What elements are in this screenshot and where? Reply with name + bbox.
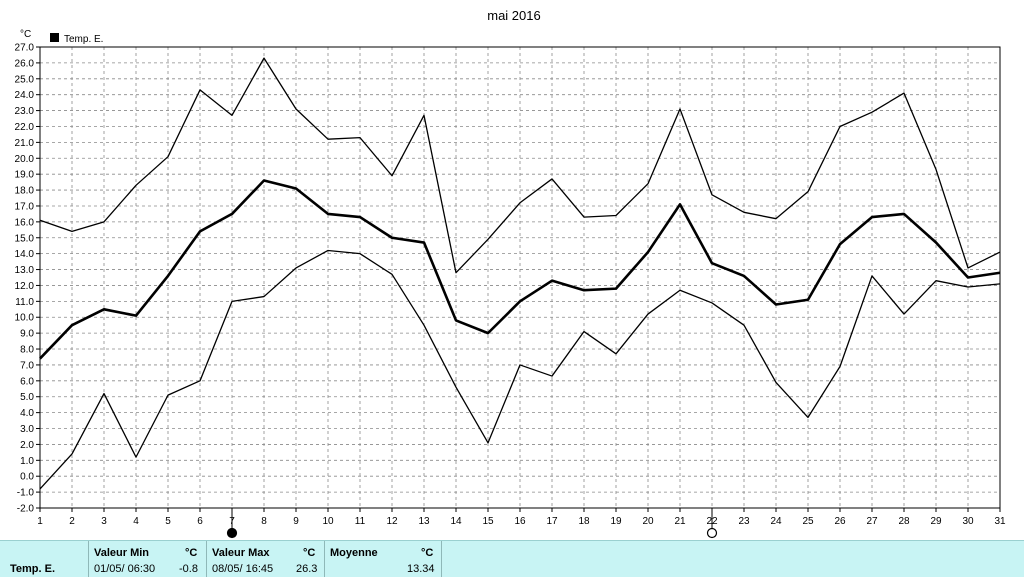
y-tick-label: 3.0 (20, 424, 34, 435)
max-value: 26.3 (296, 563, 318, 575)
x-tick-label: 19 (610, 516, 622, 527)
max-date: 08/05/ 16:45 (212, 563, 274, 575)
x-tick-label: 16 (514, 516, 526, 527)
mean-value: 13.34 (407, 563, 435, 575)
x-tick-label: 2 (69, 516, 75, 527)
min-unit: °C (185, 547, 198, 559)
x-tick-label: 21 (674, 516, 686, 527)
y-tick-label: 26.0 (15, 58, 35, 69)
y-tick-label: 0.0 (20, 472, 34, 483)
y-tick-label: 5.0 (20, 392, 34, 403)
stats-row-label: Temp. E. (10, 563, 56, 575)
y-tick-label: 18.0 (15, 186, 35, 197)
y-tick-label: 2.0 (20, 440, 34, 451)
min-header: Valeur Min (94, 547, 150, 559)
y-tick-label: 23.0 (15, 106, 35, 117)
x-tick-label: 14 (450, 516, 462, 527)
series-line-min (39, 249, 1001, 490)
y-tick-label: 13.0 (15, 265, 35, 276)
x-tick-label: 4 (133, 516, 139, 527)
x-tick-label: 24 (770, 516, 782, 527)
x-tick-label: 3 (101, 516, 107, 527)
legend-label: Temp. E. (64, 34, 103, 45)
stats-footer: Temp. E. Valeur Min °C 01/05/ 06:30 -0.8… (0, 540, 1024, 577)
chart-title: mai 2016 (487, 8, 540, 23)
y-tick-label: 11.0 (15, 297, 34, 308)
full-moon-icon (706, 527, 718, 539)
y-tick-label: 17.0 (15, 201, 35, 212)
y-tick-label: 24.0 (15, 90, 35, 101)
x-tick-label: 6 (197, 516, 203, 527)
x-tick-label: 30 (962, 516, 974, 527)
y-tick-label: 21.0 (15, 138, 35, 149)
stats-mean-cell: Moyenne °C 13.34 (325, 541, 442, 577)
y-tick-label: 1.0 (20, 456, 34, 467)
max-unit: °C (303, 547, 316, 559)
x-tick-label: 29 (930, 516, 942, 527)
x-tick-label: 9 (293, 516, 299, 527)
stats-row-label-cell: Temp. E. (0, 541, 89, 577)
y-tick-label: 14.0 (15, 249, 35, 260)
y-axis-unit: °C (20, 29, 31, 40)
y-tick-label: 15.0 (15, 233, 35, 244)
x-tick-label: 12 (386, 516, 398, 527)
x-tick-label: 18 (578, 516, 590, 527)
x-tick-label: 31 (994, 516, 1006, 527)
series-line-mean (39, 179, 1001, 360)
x-tick-label: 15 (482, 516, 494, 527)
x-tick-label: 27 (866, 516, 878, 527)
y-tick-label: 8.0 (20, 345, 34, 356)
min-date: 01/05/ 06:30 (94, 563, 156, 575)
y-tick-label: 22.0 (15, 122, 35, 133)
y-tick-label: 27.0 (15, 43, 35, 54)
x-tick-label: 10 (322, 516, 334, 527)
y-tick-label: 20.0 (15, 154, 35, 165)
x-tick-label: 17 (546, 516, 558, 527)
stats-max-cell: Valeur Max °C 08/05/ 16:45 26.3 (207, 541, 325, 577)
y-tick-label: 16.0 (15, 217, 35, 228)
y-tick-label: 7.0 (20, 360, 34, 371)
min-value: -0.8 (179, 563, 198, 575)
temperature-chart: mai 2016 °C Temp. E. -2.0 -1.0 0.0 1.0 2.0 3.… (15, 8, 1006, 539)
x-tick-label: 11 (355, 516, 366, 527)
x-tick-label: 8 (261, 516, 267, 527)
x-tick-label: 28 (898, 516, 910, 527)
x-tick-label: 5 (165, 516, 171, 527)
x-tick-label: 1 (37, 516, 43, 527)
legend-swatch (50, 33, 59, 42)
y-tick-label: 19.0 (15, 170, 35, 181)
y-tick-label: 25.0 (15, 74, 35, 85)
mean-header: Moyenne (330, 547, 378, 559)
stats-min-cell: Valeur Min °C 01/05/ 06:30 -0.8 (89, 541, 207, 577)
x-tick-label: 13 (418, 516, 430, 527)
y-tick-label: 12.0 (15, 281, 35, 292)
y-tick-label: 6.0 (20, 376, 34, 387)
y-tick-label: 9.0 (20, 329, 34, 340)
max-header: Valeur Max (212, 547, 270, 559)
y-tick-label: -2.0 (17, 504, 35, 515)
x-tick-label: 20 (642, 516, 654, 527)
x-tick-label: 23 (738, 516, 750, 527)
x-tick-label: 25 (802, 516, 814, 527)
new-moon-icon (226, 527, 238, 539)
x-tick-label: 26 (834, 516, 846, 527)
plot-frame (39, 46, 1001, 509)
mean-unit: °C (421, 547, 434, 559)
y-tick-label: 4.0 (20, 408, 34, 419)
y-tick-label: 10.0 (15, 313, 35, 324)
series-line-max (39, 57, 1001, 274)
y-tick-label: -1.0 (17, 488, 35, 499)
